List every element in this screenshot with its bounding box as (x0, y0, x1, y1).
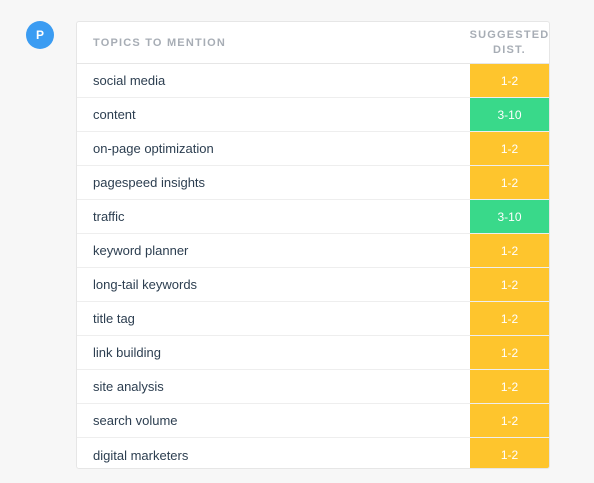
header-topics-to-mention: TOPICS TO MENTION (93, 36, 227, 49)
dist-badge: 3-10 (470, 200, 549, 233)
table-row: search volume 1-2 (77, 404, 549, 438)
topic-cell: on-page optimization (93, 141, 214, 156)
topic-cell: long-tail keywords (93, 277, 198, 292)
table-row: keyword planner 1-2 (77, 234, 549, 268)
dist-badge: 1-2 (470, 438, 549, 468)
topic-cell: digital marketers (93, 447, 189, 463)
dist-badge: 1-2 (470, 336, 549, 369)
topic-cell: pagespeed insights (93, 175, 206, 190)
topic-cell: content (93, 107, 136, 122)
topic-cell: keyword planner (93, 243, 189, 258)
topic-cell: social media (93, 73, 166, 88)
avatar[interactable]: P (26, 21, 54, 49)
table-row: digital marketers 1-2 (77, 438, 549, 468)
table-body: social media 1-2 content 3-10 on-page optimi… (77, 64, 549, 468)
header-dist-line2: DIST. (493, 43, 526, 56)
table-header: TOPICS TO MENTION SUGGESTED DIST. (77, 22, 549, 64)
table-row: title tag 1-2 (77, 302, 549, 336)
topic-cell: site analysis (93, 379, 164, 394)
table-row: traffic 3-10 (77, 200, 549, 234)
table-row: content 3-10 (77, 98, 549, 132)
dist-badge: 1-2 (470, 404, 549, 437)
dist-badge: 1-2 (470, 64, 549, 97)
header-dist-line1: SUGGESTED (469, 28, 550, 41)
topic-cell: search volume (93, 413, 178, 428)
topics-table: TOPICS TO MENTION SUGGESTED DIST. social… (76, 21, 550, 469)
table-row: link building 1-2 (77, 336, 549, 370)
topic-cell: title tag (93, 311, 135, 326)
header-suggested-dist: SUGGESTED DIST. (470, 22, 549, 63)
topic-cell: traffic (93, 209, 125, 224)
dist-badge: 1-2 (470, 370, 549, 403)
dist-badge: 1-2 (470, 302, 549, 335)
table-row: on-page optimization 1-2 (77, 132, 549, 166)
dist-badge: 1-2 (470, 132, 549, 165)
dist-badge: 1-2 (470, 268, 549, 301)
table-row: pagespeed insights 1-2 (77, 166, 549, 200)
dist-badge: 1-2 (470, 166, 549, 199)
dist-badge: 1-2 (470, 234, 549, 267)
table-row: site analysis 1-2 (77, 370, 549, 404)
topic-cell: link building (93, 345, 161, 360)
dist-badge: 3-10 (470, 98, 549, 131)
table-row: long-tail keywords 1-2 (77, 268, 549, 302)
table-row: social media 1-2 (77, 64, 549, 98)
